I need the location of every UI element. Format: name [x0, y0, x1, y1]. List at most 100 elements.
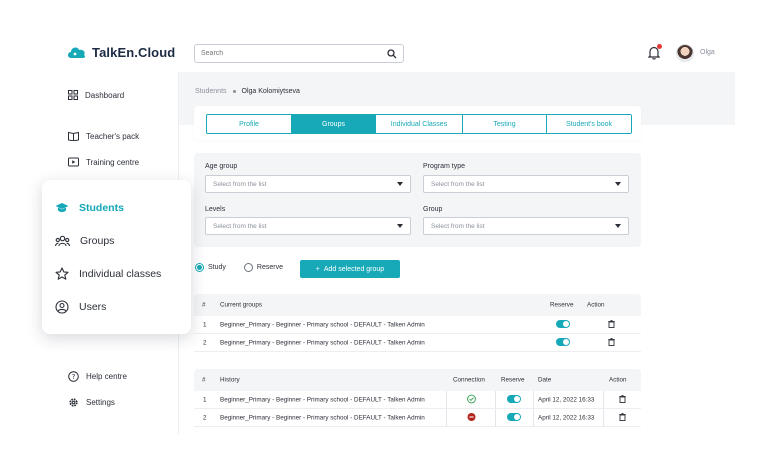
tab-bar: Profile Groups Individual Classes Testin…: [206, 114, 632, 134]
select-placeholder: Select from the list: [431, 180, 485, 188]
sidebar-item-dashboard[interactable]: Dashboard: [68, 90, 124, 100]
study-radio-label[interactable]: Study: [208, 264, 226, 271]
book-icon: [68, 131, 79, 141]
group-name: Beginner_Primary - Beginner - Primary sc…: [220, 339, 425, 346]
plus-icon: +: [315, 265, 320, 273]
user-name[interactable]: Olga: [700, 49, 715, 56]
sidebar-item-label: Dashboard: [85, 90, 125, 100]
group-select[interactable]: Select from the list: [423, 217, 629, 235]
search-bar[interactable]: [194, 44, 404, 63]
row-num: 1: [203, 396, 207, 403]
col-reserve: Reserve: [501, 376, 525, 384]
sidebar-item-training-centre[interactable]: Training centre: [68, 157, 139, 167]
sidebar-item-settings[interactable]: Settings: [68, 397, 115, 408]
reserve-toggle[interactable]: [556, 319, 570, 328]
sidebar-item-label: Teacher's pack: [86, 131, 140, 141]
breadcrumb-parent[interactable]: Studennts: [195, 88, 227, 95]
video-icon: [68, 157, 79, 167]
history-date: April 12, 2022 16:33: [538, 414, 595, 421]
sidebar-item-label: Help centre: [86, 372, 127, 381]
reserve-radio[interactable]: [243, 263, 253, 272]
avatar[interactable]: [676, 44, 694, 62]
group-icon: [55, 235, 70, 247]
filters-panel: Age group Select from the list Program t…: [194, 153, 641, 247]
chevron-down-icon: [397, 224, 403, 228]
sidebar-item-label: Settings: [86, 398, 115, 407]
row-num: 1: [203, 321, 207, 328]
sidebar-item-help-centre[interactable]: ? Help centre: [68, 371, 127, 382]
history-table: # History Connection Reserve Date Action…: [194, 369, 641, 427]
table-row: 2 Beginner_Primary - Beginner - Primary …: [194, 409, 641, 427]
reserve-toggle[interactable]: [507, 412, 521, 421]
reserve-toggle[interactable]: [507, 394, 521, 403]
table-header: # History Connection Reserve Date Action: [194, 369, 641, 391]
brand-logo[interactable]: TalkEn.Cloud: [66, 44, 175, 60]
popup-item-label: Groups: [80, 235, 115, 247]
cloud-logo-icon: [68, 47, 86, 58]
tabs-container: Profile Groups Individual Classes Testin…: [194, 106, 641, 140]
study-radio[interactable]: [195, 263, 204, 272]
chevron-down-icon: [397, 182, 403, 186]
mode-radio-group: Study Reserve: [195, 263, 283, 272]
star-icon: [55, 267, 69, 280]
check-circle-icon: [467, 394, 476, 403]
col-history: History: [220, 376, 240, 384]
add-selected-group-button[interactable]: + Add selected group: [300, 260, 400, 278]
col-connection: Connection: [453, 376, 485, 384]
levels-label: Levels: [205, 206, 226, 213]
trash-icon[interactable]: [619, 394, 626, 403]
reserve-toggle[interactable]: [556, 337, 570, 346]
trash-icon[interactable]: [619, 412, 626, 421]
gear-icon: [69, 398, 78, 407]
breadcrumb: Studennts Olga Kolomiytseva: [195, 88, 300, 95]
group-label: Group: [423, 206, 443, 213]
col-reserve: Reserve: [550, 301, 574, 309]
svg-text:?: ?: [72, 373, 76, 381]
select-placeholder: Select from the list: [213, 180, 267, 188]
sidebar-item-teachers-pack[interactable]: Teacher's pack: [68, 131, 139, 141]
notification-badge: [657, 44, 662, 49]
table-row: 2 Beginner_Primary - Beginner - Primary …: [194, 334, 641, 352]
breadcrumb-separator: [232, 90, 236, 93]
col-current-groups: Current groups: [220, 301, 262, 309]
search-icon[interactable]: [387, 48, 397, 59]
user-circle-icon: [55, 300, 69, 314]
age-group-label: Age group: [205, 163, 238, 170]
levels-select[interactable]: Select from the list: [205, 217, 411, 235]
trash-icon[interactable]: [608, 337, 615, 346]
row-num: 2: [203, 414, 207, 421]
popup-item-groups[interactable]: Groups: [55, 235, 114, 247]
sidebar-item-label: Training centre: [86, 157, 140, 167]
trash-icon[interactable]: [608, 319, 615, 328]
group-name: Beginner_Primary - Beginner - Primary sc…: [220, 396, 425, 403]
tab-groups[interactable]: Groups: [292, 115, 376, 133]
chevron-down-icon: [615, 224, 621, 228]
table-row: 1 Beginner_Primary - Beginner - Primary …: [194, 391, 641, 409]
popup-item-users[interactable]: Users: [55, 300, 106, 314]
popup-item-individual-classes[interactable]: Individual classes: [55, 267, 161, 280]
minus-circle-icon: [467, 412, 476, 421]
add-button-label: Add selected group: [323, 265, 385, 273]
search-input[interactable]: [201, 50, 371, 57]
col-action: Action: [587, 301, 605, 309]
program-type-label: Program type: [423, 163, 466, 170]
tab-profile[interactable]: Profile: [207, 115, 292, 133]
reserve-radio-label[interactable]: Reserve: [256, 264, 283, 271]
tab-students-book[interactable]: Student's book: [547, 115, 631, 133]
history-date: April 12, 2022 16:33: [538, 396, 595, 403]
bell-icon[interactable]: [648, 46, 660, 60]
popup-item-students[interactable]: Students: [55, 202, 124, 214]
dashboard-icon: [68, 90, 78, 100]
col-num: #: [202, 301, 206, 309]
table-row: 1 Beginner_Primary - Beginner - Primary …: [194, 316, 641, 334]
age-group-select[interactable]: Select from the list: [205, 175, 411, 193]
group-name: Beginner_Primary - Beginner - Primary sc…: [220, 414, 425, 421]
tab-individual-classes[interactable]: Individual Classes: [376, 115, 463, 133]
col-num: #: [202, 376, 206, 384]
popup-item-label: Users: [79, 301, 107, 313]
tab-testing[interactable]: Testing: [463, 115, 547, 133]
select-placeholder: Select from the list: [213, 222, 267, 230]
col-date: Date: [538, 376, 552, 384]
chevron-down-icon: [615, 182, 621, 186]
program-type-select[interactable]: Select from the list: [423, 175, 629, 193]
